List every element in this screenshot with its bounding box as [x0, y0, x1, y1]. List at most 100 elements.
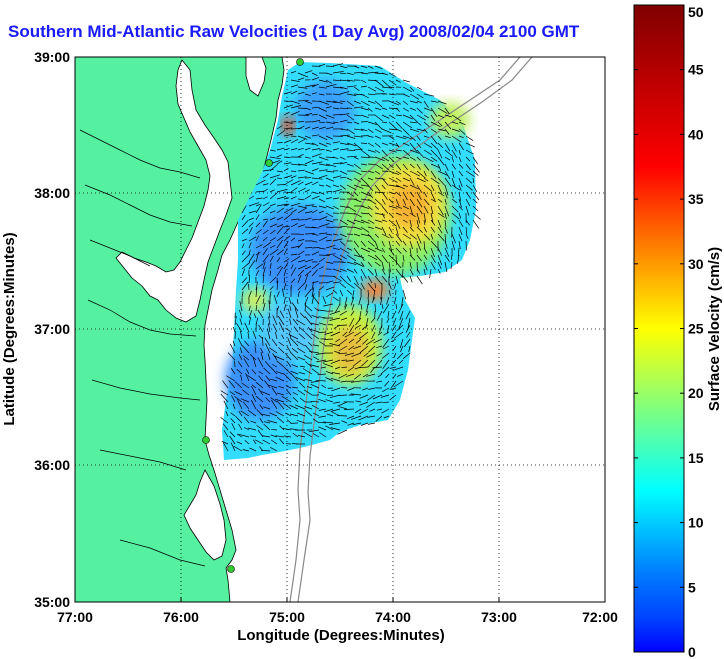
velocity-arrow: [270, 397, 278, 403]
station-marker: [265, 159, 273, 167]
velocity-arrow: [276, 142, 283, 144]
velocity-arrow: [472, 219, 480, 229]
velocity-arrow: [279, 310, 285, 319]
velocity-arrow: [451, 121, 459, 125]
velocity-arrow: [256, 409, 264, 417]
velocity-arrow: [311, 281, 314, 291]
velocity-arrow: [304, 126, 311, 130]
velocity-arrow: [304, 389, 313, 396]
velocity-arrow: [465, 170, 475, 177]
velocity-arrow: [374, 240, 379, 249]
velocity-arrow: [423, 247, 428, 254]
velocity-arrow: [311, 263, 320, 270]
velocity-arrow: [350, 310, 355, 316]
velocity-arrow: [299, 397, 306, 403]
velocity-arrow: [318, 93, 325, 96]
velocity-arrow: [390, 338, 397, 343]
velocity-arrow: [318, 135, 328, 141]
velocity-arrow: [402, 135, 413, 140]
velocity-arrow: [269, 203, 276, 207]
velocity-arrow: [353, 275, 359, 286]
velocity-arrow: [381, 114, 390, 119]
velocity-arrow: [304, 409, 313, 417]
velocity-arrow: [367, 233, 376, 243]
velocity-arrow: [330, 331, 341, 337]
velocity-arrow: [276, 189, 287, 193]
velocity-arrow: [269, 156, 281, 160]
velocity-arrow: [276, 160, 283, 165]
velocity-arrow: [376, 345, 383, 349]
velocity-arrow: [272, 315, 278, 326]
velocity-arrow: [388, 184, 400, 188]
velocity-arrow: [375, 401, 383, 404]
velocity-arrow: [346, 128, 355, 135]
velocity-arrow: [258, 324, 264, 333]
x-tick-label: 72:00: [582, 609, 618, 625]
velocity-arrow: [367, 205, 373, 211]
velocity-arrow: [287, 361, 292, 368]
velocity-arrow: [283, 133, 294, 137]
velocity-arrow: [346, 191, 355, 197]
velocity-arrow: [381, 247, 386, 253]
velocity-arrow: [311, 195, 320, 200]
velocity-arrow: [444, 121, 452, 130]
velocity-arrow: [288, 332, 292, 340]
velocity-arrow: [264, 337, 271, 347]
velocity-arrow: [318, 216, 328, 221]
velocity-arrow: [388, 226, 393, 233]
velocity-arrow: [366, 303, 369, 313]
velocity-arrow: [339, 72, 347, 75]
velocity-arrow: [465, 226, 468, 234]
velocity-arrow: [255, 270, 260, 277]
velocity-arrow: [269, 189, 275, 193]
velocity-arrow: [299, 312, 306, 319]
velocity-arrow: [241, 214, 246, 221]
velocity-arrow: [416, 177, 426, 183]
velocity-arrow: [345, 373, 355, 377]
velocity-arrow: [263, 423, 271, 431]
velocity-arrow: [220, 417, 229, 424]
velocity-arrow: [239, 347, 243, 354]
velocity-arrow: [391, 331, 397, 339]
velocity-arrow: [360, 128, 368, 132]
velocity-arrow: [318, 121, 326, 124]
velocity-arrow: [423, 191, 428, 198]
velocity-arrow: [346, 114, 355, 121]
velocity-arrow: [276, 170, 284, 173]
velocity-arrow: [259, 404, 264, 410]
velocity-arrow: [381, 205, 389, 214]
velocity-arrow: [248, 217, 255, 221]
velocity-arrow: [367, 282, 375, 292]
velocity-arrow: [381, 303, 384, 310]
velocity-arrow: [402, 114, 413, 120]
velocity-arrow: [402, 100, 409, 105]
velocity-arrow: [430, 156, 438, 162]
velocity-arrow: [416, 191, 422, 200]
velocity-arrow: [304, 93, 311, 96]
velocity-arrow: [416, 198, 423, 208]
velocity-arrow: [311, 161, 323, 165]
velocity-arrow: [271, 338, 278, 347]
velocity-arrow: [458, 177, 463, 188]
velocity-arrow: [339, 184, 346, 190]
velocity-arrow: [291, 348, 299, 354]
velocity-arrow: [332, 148, 339, 151]
velocity-arrow: [272, 353, 278, 361]
velocity-arrow: [310, 322, 320, 326]
velocity-arrow: [283, 277, 286, 284]
velocity-arrow: [290, 79, 300, 83]
velocity-arrow: [321, 366, 327, 369]
y-tick-label: 37:00: [34, 321, 70, 337]
velocity-arrow: [374, 100, 383, 108]
velocity-arrow: [374, 184, 381, 192]
velocity-arrow: [238, 354, 243, 361]
velocity-arrow: [353, 268, 358, 274]
velocity-arrow: [269, 270, 272, 277]
velocity-arrow: [312, 295, 320, 305]
velocity-arrow: [286, 419, 292, 424]
velocity-arrow: [290, 264, 294, 270]
velocity-arrow: [367, 219, 375, 224]
velocity-arrow: [430, 261, 436, 270]
velocity-arrow: [345, 352, 355, 356]
velocity-arrow: [325, 156, 335, 158]
